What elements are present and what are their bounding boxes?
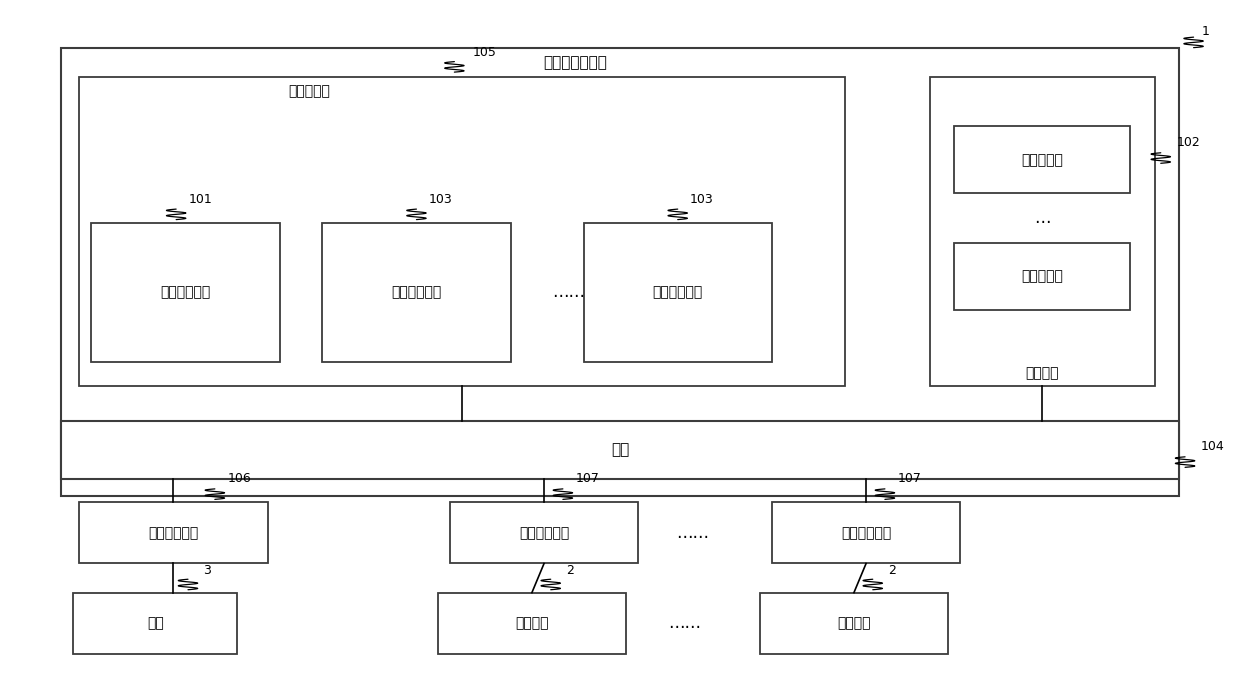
Text: 计算装置: 计算装置 — [837, 616, 870, 630]
Bar — [92, 222, 280, 363]
Text: ……: …… — [676, 524, 709, 542]
Text: 3: 3 — [203, 564, 211, 577]
Bar — [61, 48, 1179, 497]
Bar — [322, 222, 511, 363]
Bar — [79, 77, 844, 386]
Text: 105: 105 — [472, 46, 497, 59]
Text: 数据转发单元: 数据转发单元 — [652, 285, 703, 300]
Text: 网络连接端口: 网络连接端口 — [149, 526, 198, 540]
Text: 107: 107 — [898, 473, 921, 486]
Text: 数据分配单元: 数据分配单元 — [160, 285, 211, 300]
Bar — [760, 592, 949, 654]
Text: 多核处理器: 多核处理器 — [288, 84, 330, 98]
Text: 总线: 总线 — [611, 443, 629, 458]
Text: 数据流控制装置: 数据流控制装置 — [543, 55, 608, 70]
Text: 107: 107 — [575, 473, 599, 486]
Text: ……: …… — [668, 614, 701, 632]
Text: 内存单元: 内存单元 — [1025, 366, 1059, 380]
Bar — [73, 592, 237, 654]
Text: 2: 2 — [567, 564, 574, 577]
Bar — [771, 502, 960, 564]
Bar — [954, 243, 1131, 310]
Bar — [930, 77, 1154, 386]
Text: 计算装置: 计算装置 — [515, 616, 548, 630]
Text: 环形缓冲区: 环形缓冲区 — [1022, 153, 1063, 167]
Bar — [954, 127, 1131, 194]
Text: 环形缓冲区: 环形缓冲区 — [1022, 269, 1063, 283]
Text: 数据分发端口: 数据分发端口 — [518, 526, 569, 540]
Text: 102: 102 — [1177, 136, 1200, 149]
Text: 矿池: 矿池 — [146, 616, 164, 630]
Text: 2: 2 — [888, 564, 897, 577]
Text: 104: 104 — [1202, 440, 1225, 453]
Bar — [438, 592, 626, 654]
Bar — [79, 502, 268, 564]
Bar — [584, 222, 771, 363]
Text: ……: …… — [553, 283, 585, 302]
Bar — [61, 421, 1179, 479]
Text: 101: 101 — [188, 193, 212, 206]
Text: 数据分发端口: 数据分发端口 — [841, 526, 892, 540]
Text: 106: 106 — [227, 473, 250, 486]
Text: 1: 1 — [1202, 25, 1210, 38]
Text: 数据转发单元: 数据转发单元 — [392, 285, 441, 300]
Text: …: … — [1034, 209, 1050, 227]
Bar — [450, 502, 639, 564]
Text: 103: 103 — [691, 193, 714, 206]
Text: 103: 103 — [429, 193, 453, 206]
